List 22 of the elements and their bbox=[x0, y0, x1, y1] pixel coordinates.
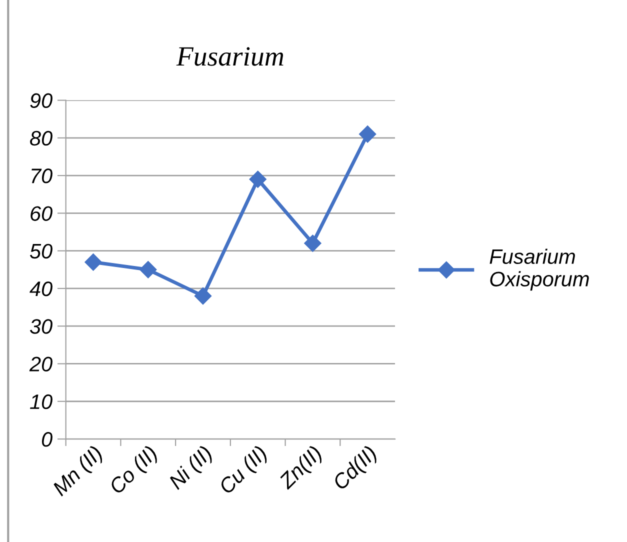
y-tick-label: 20 bbox=[29, 356, 52, 372]
x-tick-label: Mn (II) bbox=[51, 444, 106, 500]
point bbox=[194, 287, 212, 305]
y-tick-label: 80 bbox=[30, 130, 52, 146]
y-tick-label: 0 bbox=[42, 432, 52, 447]
y-tick-label: 60 bbox=[30, 206, 52, 221]
y-tick-label: 30 bbox=[30, 319, 52, 334]
legend-label: Fusarium Oxisporum bbox=[490, 248, 589, 291]
y-tick-label: 70 bbox=[32, 168, 52, 184]
y-tick-label: 50 bbox=[30, 244, 52, 259]
point bbox=[249, 170, 266, 188]
point bbox=[140, 261, 157, 278]
x-tick-label: Cu (II) bbox=[218, 444, 271, 498]
point bbox=[304, 234, 322, 252]
y-tick-label: 10 bbox=[30, 394, 52, 410]
point bbox=[359, 126, 376, 143]
x-tick-label: Ni (II) bbox=[167, 444, 216, 494]
y-tick-label: 40 bbox=[30, 281, 52, 296]
y-tick-label: 90 bbox=[30, 93, 52, 108]
point bbox=[84, 254, 102, 271]
x-tick-label: Co (II) bbox=[108, 444, 161, 498]
chart-title: Fusarium bbox=[176, 47, 284, 66]
